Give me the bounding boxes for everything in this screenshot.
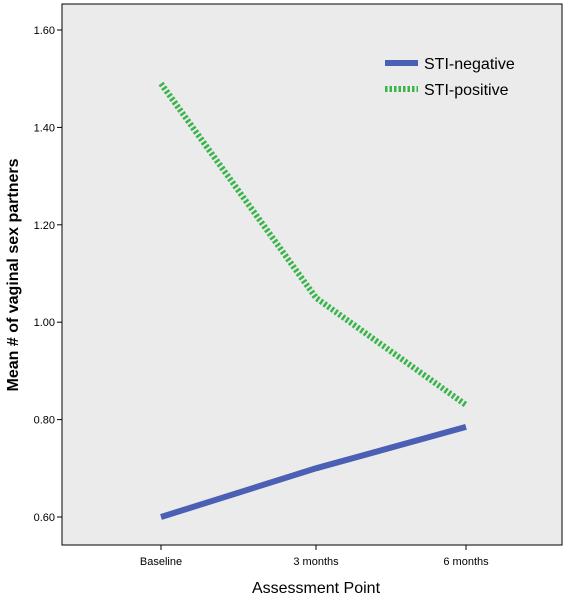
legend-label: STI-negative [424,56,515,73]
legend-label: STI-positive [424,82,509,99]
series-line-sti-positive [158,81,468,408]
series-line-sti-negative [160,424,467,520]
plot-area [61,3,563,546]
y-tick-label: 1.40 [34,122,55,134]
x-axis-title: Assessment Point [252,580,381,597]
y-axis-title: Mean # of vaginal sex partners [5,158,22,391]
y-tick-label: 0.60 [34,512,55,524]
x-tick-label: 6 months [443,556,489,568]
y-tick-label: 0.80 [34,415,55,427]
y-axis: 0.60 0.80 1.00 1.20 1.40 1.60 [34,25,62,524]
x-tick-label: 3 months [293,556,339,568]
x-axis: Baseline 3 months 6 months [140,545,489,568]
y-tick-label: 1.00 [34,317,55,329]
y-tick-label: 1.20 [34,220,55,232]
y-tick-label: 1.60 [34,25,55,37]
x-tick-label: Baseline [140,556,182,568]
series-lines [158,81,468,520]
legend: STI-negative STI-positive [385,56,515,99]
